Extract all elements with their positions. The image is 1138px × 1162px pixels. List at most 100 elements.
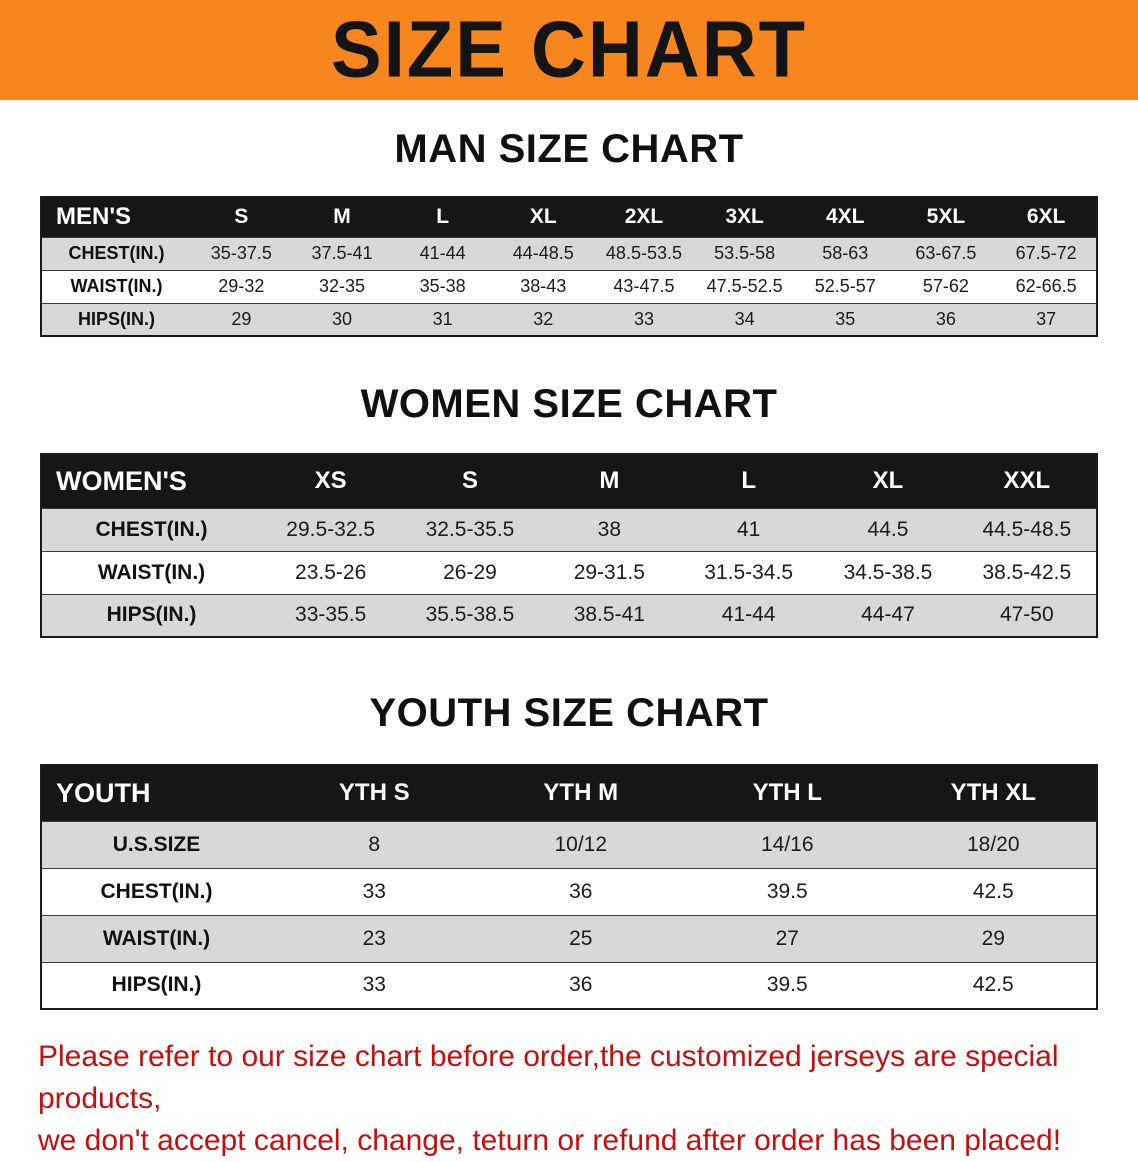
table-header-row: YOUTH YTH S YTH M YTH L YTH XL <box>41 765 1097 821</box>
youth-size-chart-section: YOUTH SIZE CHART YOUTH YTH S YTH M YTH L YTH… <box>0 690 1138 1010</box>
table-header-row: WOMEN'S XS S M L XL XXL <box>41 454 1097 508</box>
size-header-cell: XL <box>492 197 594 237</box>
value-cell: 34 <box>694 302 795 336</box>
value-cell: 29-32 <box>191 269 292 303</box>
value-cell: 48.5-53.5 <box>593 236 695 270</box>
value-cell: 57-62 <box>895 269 997 303</box>
size-header-cell: S <box>400 454 540 508</box>
value-cell: 47-50 <box>957 593 1097 637</box>
value-cell: 33 <box>593 302 695 336</box>
value-cell: 33 <box>271 961 478 1009</box>
value-cell: 34.5-38.5 <box>818 550 958 594</box>
value-cell: 14/16 <box>684 820 891 868</box>
order-policy-note: Please refer to our size chart before or… <box>38 1036 1100 1162</box>
value-cell: 38 <box>539 507 679 551</box>
value-cell: 58-63 <box>794 236 896 270</box>
table-row: HIPS(IN.) 33-35.5 35.5-38.5 38.5-41 41-44 44-… <box>41 593 1097 637</box>
value-cell: 44.5 <box>818 507 958 551</box>
value-cell: 67.5-72 <box>996 236 1097 270</box>
value-cell: 41-44 <box>678 593 819 637</box>
value-cell: 25 <box>477 914 684 962</box>
value-cell: 29 <box>890 914 1097 962</box>
table-row: HIPS(IN.) 33 36 39.5 42.5 <box>41 961 1097 1009</box>
value-cell: 31 <box>392 302 493 336</box>
value-cell: 52.5-57 <box>794 269 896 303</box>
value-cell: 44.5-48.5 <box>957 507 1097 551</box>
row-label-cell: CHEST(IN.) <box>41 236 191 270</box>
row-label-cell: WAIST(IN.) <box>41 914 271 962</box>
value-cell: 35.5-38.5 <box>400 593 540 637</box>
size-header-cell: XS <box>261 454 401 508</box>
row-label-cell: HIPS(IN.) <box>41 961 271 1009</box>
size-chart-banner: SIZE CHART <box>0 0 1138 100</box>
value-cell: 44-48.5 <box>492 236 594 270</box>
youth-size-table: YOUTH YTH S YTH M YTH L YTH XL U.S.SIZE 8 10/12… <box>40 764 1098 1010</box>
men-section-heading: MAN SIZE CHART <box>394 127 744 171</box>
value-cell: 33 <box>271 867 478 915</box>
men-size-chart-section: MAN SIZE CHART MEN'S S M L XL 2XL 3XL 4XL 5XL 6XL… <box>0 126 1138 337</box>
youth-section-heading: YOUTH SIZE CHART <box>369 691 769 735</box>
row-label-cell: CHEST(IN.) <box>41 867 271 915</box>
value-cell: 39.5 <box>684 867 891 915</box>
order-policy-note-line1: Please refer to our size chart before or… <box>38 1040 1059 1115</box>
men-size-table: MEN'S S M L XL 2XL 3XL 4XL 5XL 6XL CHEST(IN.) 35-37… <box>40 196 1098 337</box>
size-header-cell: 5XL <box>895 197 997 237</box>
row-label-cell: U.S.SIZE <box>41 820 271 868</box>
table-row: U.S.SIZE 8 10/12 14/16 18/20 <box>41 820 1097 868</box>
row-label-cell: WAIST(IN.) <box>41 269 191 303</box>
value-cell: 41-44 <box>392 236 493 270</box>
value-cell: 29-31.5 <box>539 550 679 594</box>
value-cell: 30 <box>291 302 393 336</box>
women-size-chart-section: WOMEN SIZE CHART WOMEN'S XS S M L XL XXL CHEST(… <box>0 381 1138 638</box>
table-row: WAIST(IN.) 23 25 27 29 <box>41 914 1097 962</box>
size-header-cell: YTH L <box>684 765 891 821</box>
value-cell: 27 <box>684 914 891 962</box>
banner-title: SIZE CHART <box>331 4 807 95</box>
order-policy-note-line2: we don't accept cancel, change, teturn o… <box>38 1124 1062 1157</box>
size-header-cell: M <box>291 197 393 237</box>
size-header-cell: YTH S <box>271 765 478 821</box>
value-cell: 32.5-35.5 <box>400 507 540 551</box>
value-cell: 42.5 <box>890 867 1097 915</box>
table-row: HIPS(IN.) 29 30 31 32 33 34 35 36 37 <box>41 302 1097 336</box>
size-header-cell: M <box>539 454 679 508</box>
size-header-cell: 4XL <box>794 197 896 237</box>
size-header-cell: S <box>191 197 292 237</box>
size-header-cell: 6XL <box>996 197 1097 237</box>
women-size-table: WOMEN'S XS S M L XL XXL CHEST(IN.) 29.5-32.5 32.5… <box>40 453 1098 638</box>
value-cell: 36 <box>477 867 684 915</box>
value-cell: 31.5-34.5 <box>678 550 819 594</box>
value-cell: 10/12 <box>477 820 684 868</box>
table-row: WAIST(IN.) 29-32 32-35 35-38 38-43 43-47.5 47.… <box>41 269 1097 303</box>
value-cell: 33-35.5 <box>261 593 401 637</box>
size-header-cell: XXL <box>957 454 1097 508</box>
value-cell: 23 <box>271 914 478 962</box>
table-row: WAIST(IN.) 23.5-26 26-29 29-31.5 31.5-34.5 34… <box>41 550 1097 594</box>
value-cell: 29 <box>191 302 292 336</box>
value-cell: 8 <box>271 820 478 868</box>
table-title-cell: YOUTH <box>41 765 271 821</box>
value-cell: 42.5 <box>890 961 1097 1009</box>
value-cell: 53.5-58 <box>694 236 795 270</box>
size-header-cell: YTH M <box>477 765 684 821</box>
value-cell: 41 <box>678 507 819 551</box>
size-header-cell: 3XL <box>694 197 795 237</box>
size-header-cell: L <box>392 197 493 237</box>
table-header-row: MEN'S S M L XL 2XL 3XL 4XL 5XL 6XL <box>41 197 1097 237</box>
table-row: CHEST(IN.) 33 36 39.5 42.5 <box>41 867 1097 915</box>
table-title-cell: WOMEN'S <box>41 454 261 508</box>
row-label-cell: HIPS(IN.) <box>41 302 191 336</box>
value-cell: 62-66.5 <box>996 269 1097 303</box>
value-cell: 63-67.5 <box>895 236 997 270</box>
value-cell: 35 <box>794 302 896 336</box>
size-header-cell: 2XL <box>593 197 695 237</box>
value-cell: 35-37.5 <box>191 236 292 270</box>
value-cell: 26-29 <box>400 550 540 594</box>
value-cell: 36 <box>477 961 684 1009</box>
value-cell: 37.5-41 <box>291 236 393 270</box>
row-label-cell: CHEST(IN.) <box>41 507 261 551</box>
value-cell: 38.5-42.5 <box>957 550 1097 594</box>
women-section-heading: WOMEN SIZE CHART <box>360 382 778 426</box>
value-cell: 37 <box>996 302 1097 336</box>
value-cell: 36 <box>895 302 997 336</box>
